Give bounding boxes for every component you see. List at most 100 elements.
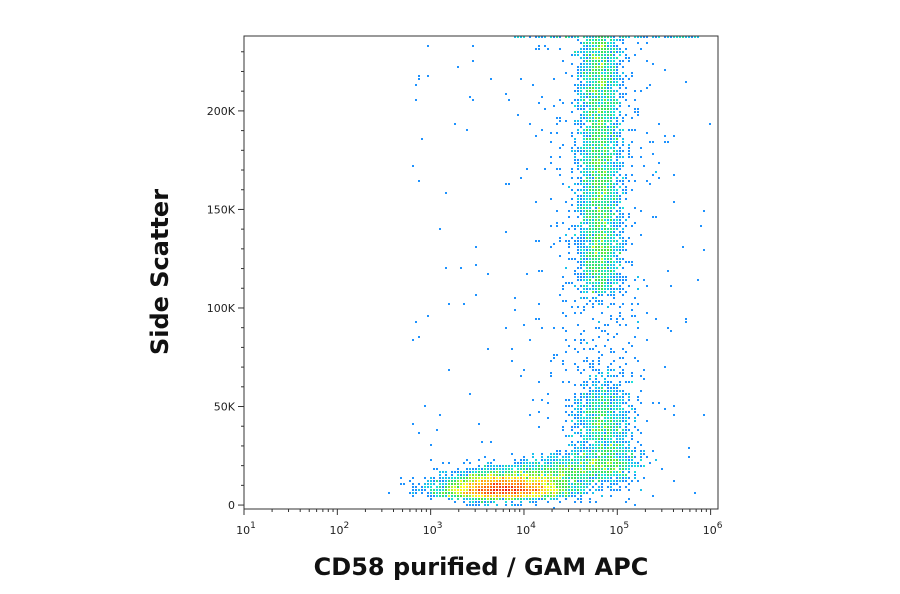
event-point: [589, 207, 591, 209]
event-point: [592, 132, 594, 134]
event-point: [595, 255, 597, 257]
event-point: [454, 123, 456, 125]
event-point: [607, 210, 609, 212]
event-point: [529, 498, 531, 500]
event-point: [574, 426, 576, 428]
event-point: [586, 54, 588, 56]
event-point: [613, 369, 615, 371]
event-point: [604, 288, 606, 290]
event-point: [520, 480, 522, 482]
event-point: [622, 72, 624, 74]
event-point: [580, 285, 582, 287]
event-point: [622, 66, 624, 68]
event-point: [574, 153, 576, 155]
event-point: [598, 48, 600, 50]
event-point: [604, 411, 606, 413]
event-point: [544, 45, 546, 47]
event-point: [613, 489, 615, 491]
event-point: [592, 288, 594, 290]
event-point: [583, 192, 585, 194]
event-point: [640, 156, 642, 158]
event-point: [592, 423, 594, 425]
event-point: [634, 180, 636, 182]
event-point: [589, 489, 591, 491]
event-point: [610, 255, 612, 257]
event-point: [709, 123, 711, 125]
event-point: [583, 201, 585, 203]
event-point: [604, 192, 606, 194]
event-point: [619, 468, 621, 470]
event-point: [601, 231, 603, 233]
event-point: [589, 456, 591, 458]
event-point: [589, 189, 591, 191]
event-point: [595, 69, 597, 71]
event-point: [430, 459, 432, 461]
event-point: [574, 339, 576, 341]
event-point: [595, 204, 597, 206]
event-point: [583, 63, 585, 65]
event-point: [640, 390, 642, 392]
event-point: [616, 444, 618, 446]
event-point: [604, 240, 606, 242]
event-point: [613, 42, 615, 44]
event-point: [601, 303, 603, 305]
event-point: [616, 405, 618, 407]
event-point: [607, 438, 609, 440]
event-point: [580, 435, 582, 437]
event-point: [622, 456, 624, 458]
event-point: [607, 459, 609, 461]
event-point: [610, 444, 612, 446]
event-point: [478, 495, 480, 497]
event-point: [532, 498, 534, 500]
event-point: [586, 402, 588, 404]
event-point: [637, 42, 639, 44]
event-point: [595, 300, 597, 302]
event-point: [559, 486, 561, 488]
event-point: [580, 99, 582, 101]
event-point: [622, 447, 624, 449]
event-point: [466, 495, 468, 497]
event-point: [484, 489, 486, 491]
event-point: [598, 57, 600, 59]
event-point: [595, 417, 597, 419]
event-point: [625, 363, 627, 365]
event-point: [493, 474, 495, 476]
event-point: [622, 213, 624, 215]
event-point: [580, 333, 582, 335]
event-point: [631, 456, 633, 458]
event-point: [547, 495, 549, 497]
event-point: [475, 471, 477, 473]
event-point: [592, 192, 594, 194]
event-point: [583, 123, 585, 125]
event-point: [607, 432, 609, 434]
event-point: [595, 270, 597, 272]
event-point: [598, 60, 600, 62]
event-point: [472, 60, 474, 62]
event-point: [487, 483, 489, 485]
event-point: [580, 456, 582, 458]
event-point: [610, 207, 612, 209]
event-point: [595, 432, 597, 434]
event-point: [589, 153, 591, 155]
event-point: [457, 480, 459, 482]
event-point: [577, 78, 579, 80]
event-point: [595, 276, 597, 278]
event-point: [523, 324, 525, 326]
event-point: [616, 195, 618, 197]
event-point: [619, 246, 621, 248]
event-point: [448, 498, 450, 500]
event-point: [601, 156, 603, 158]
event-point: [595, 39, 597, 41]
event-point: [607, 408, 609, 410]
event-point: [622, 237, 624, 239]
event-point: [625, 240, 627, 242]
event-point: [604, 438, 606, 440]
event-point: [451, 498, 453, 500]
event-point: [601, 66, 603, 68]
event-point: [595, 246, 597, 248]
event-point: [595, 237, 597, 239]
event-point: [610, 222, 612, 224]
event-point: [454, 471, 456, 473]
event-point: [559, 120, 561, 122]
event-point: [592, 198, 594, 200]
